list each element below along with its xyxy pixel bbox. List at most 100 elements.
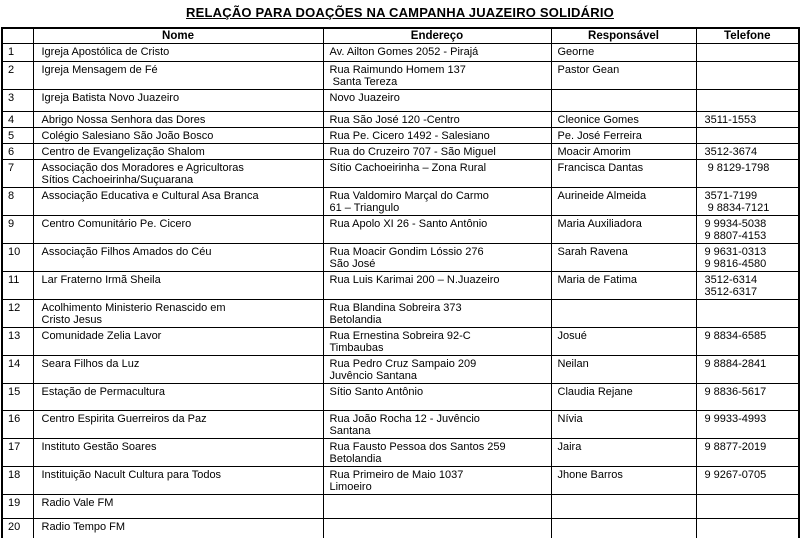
cell-nome: Estação de Permacultura (32, 383, 324, 411)
cell-responsavel: Georne (550, 43, 697, 62)
cell-responsavel: Aurineide Almeida (550, 187, 697, 216)
cell-telefone: 9 8836-5617 (695, 383, 800, 411)
table-row: 4 Abrigo Nossa Senhora das Dores Rua São J… (1, 111, 800, 128)
cell-telefone (695, 299, 800, 328)
cell-nome: Igreja Batista Novo Juazeiro (32, 89, 324, 112)
table-row: 18 Instituição Nacult Cultura para Todos R… (1, 466, 800, 495)
cell-endereco: Rua Moacir Gondim Lóssio 276 São José (322, 243, 552, 272)
cell-endereco: Rua Luis Karimai 200 – N.Juazeiro (322, 271, 552, 300)
table-row: 20 Radio Tempo FM (1, 518, 800, 538)
cell-num: 17 (1, 438, 34, 467)
cell-num: 15 (1, 383, 34, 411)
table-body: 1 Igreja Apostólica de Cristo Av. Ailton G… (1, 43, 800, 538)
cell-telefone: 9 8129-1798 (695, 159, 800, 188)
cell-num: 1 (1, 43, 34, 62)
table-row: 17 Instituto Gestão Soares Rua Fausto Pess… (1, 438, 800, 467)
cell-telefone: 9 8834-6585 (695, 327, 800, 356)
header-responsavel: Responsável (550, 27, 697, 44)
cell-telefone: 3512-6314 3512-6317 (695, 271, 800, 300)
cell-telefone: 9 9631-0313 9 9816-4580 (695, 243, 800, 272)
cell-num: 19 (1, 494, 34, 519)
cell-endereco: Rua Primeiro de Maio 1037 Limoeiro (322, 466, 552, 495)
table-row: 3 Igreja Batista Novo Juazeiro Novo Juazei… (1, 89, 800, 112)
header-num (1, 27, 34, 44)
header-endereco: Endereço (322, 27, 552, 44)
cell-endereco: Sítio Cachoeirinha – Zona Rural (322, 159, 552, 188)
cell-endereco: Rua Fausto Pessoa dos Santos 259 Betolan… (322, 438, 552, 467)
table-row: 13 Comunidade Zelia Lavor Rua Ernestina So… (1, 327, 800, 356)
cell-num: 2 (1, 61, 34, 90)
cell-nome: Associação dos Moradores e Agricultoras … (32, 159, 324, 188)
table-row: 15 Estação de Permacultura Sítio Santo Ant… (1, 383, 800, 411)
cell-nome: Colégio Salesiano São João Bosco (32, 127, 324, 144)
table-row: 7 Associação dos Moradores e Agricultoras… (1, 159, 800, 188)
cell-nome: Seara Filhos da Luz (32, 355, 324, 384)
cell-num: 18 (1, 466, 34, 495)
cell-nome: Associação Educativa e Cultural Asa Bran… (32, 187, 324, 216)
cell-num: 20 (1, 518, 34, 538)
cell-responsavel: Claudia Rejane (550, 383, 697, 411)
cell-responsavel: Neilan (550, 355, 697, 384)
cell-endereco: Rua Apolo XI 26 - Santo Antônio (322, 215, 552, 244)
table-row: 6 Centro de Evangelização Shalom Rua do Cr… (1, 143, 800, 160)
header-nome: Nome (32, 27, 324, 44)
cell-num: 7 (1, 159, 34, 188)
cell-endereco: Rua Ernestina Sobreira 92-C Timbaubas (322, 327, 552, 356)
cell-num: 6 (1, 143, 34, 160)
cell-endereco: Rua Blandina Sobreira 373 Betolandia (322, 299, 552, 328)
cell-responsavel (550, 494, 697, 519)
cell-responsavel (550, 299, 697, 328)
cell-endereco: Novo Juazeiro (322, 89, 552, 112)
cell-nome: Radio Vale FM (32, 494, 324, 519)
cell-responsavel (550, 518, 697, 538)
cell-responsavel: Francisca Dantas (550, 159, 697, 188)
table-row: 5 Colégio Salesiano São João Bosco Rua Pe.… (1, 127, 800, 144)
cell-telefone: 9 8877-2019 (695, 438, 800, 467)
table-row: 1 Igreja Apostólica de Cristo Av. Ailton G… (1, 43, 800, 62)
cell-telefone: 9 8884-2841 (695, 355, 800, 384)
cell-telefone (695, 89, 800, 112)
cell-num: 14 (1, 355, 34, 384)
header-telefone: Telefone (695, 27, 800, 44)
table-row: 12 Acolhimento Ministerio Renascido em Cr… (1, 299, 800, 328)
cell-telefone (695, 518, 800, 538)
cell-responsavel: Cleonice Gomes (550, 111, 697, 128)
cell-responsavel: Pe. José Ferreira (550, 127, 697, 144)
cell-nome: Lar Fraterno Irmã Sheila (32, 271, 324, 300)
cell-responsavel: Jaira (550, 438, 697, 467)
cell-endereco: Rua São José 120 -Centro (322, 111, 552, 128)
cell-responsavel: Maria Auxiliadora (550, 215, 697, 244)
cell-telefone: 3571-7199 9 8834-7121 (695, 187, 800, 216)
cell-responsavel: Pastor Gean (550, 61, 697, 90)
cell-telefone (695, 61, 800, 90)
donations-table: Nome Endereço Responsável Telefone 1 Igre… (1, 27, 800, 538)
cell-endereco (322, 494, 552, 519)
cell-nome: Acolhimento Ministerio Renascido em Cris… (32, 299, 324, 328)
cell-nome: Igreja Apostólica de Cristo (32, 43, 324, 62)
cell-num: 13 (1, 327, 34, 356)
cell-telefone: 9 9933-4993 (695, 410, 800, 439)
cell-telefone: 3511-1553 (695, 111, 800, 128)
cell-responsavel: Moacir Amorim (550, 143, 697, 160)
cell-telefone: 9 9267-0705 (695, 466, 800, 495)
cell-nome: Instituto Gestão Soares (32, 438, 324, 467)
cell-nome: Centro Espirita Guerreiros da Paz (32, 410, 324, 439)
cell-telefone: 9 9934-5038 9 8807-4153 (695, 215, 800, 244)
table-row: 14 Seara Filhos da Luz Rua Pedro Cruz Samp… (1, 355, 800, 384)
cell-endereco: Av. Ailton Gomes 2052 - Pirajá (322, 43, 552, 62)
cell-num: 3 (1, 89, 34, 112)
cell-num: 12 (1, 299, 34, 328)
cell-nome: Centro de Evangelização Shalom (32, 143, 324, 160)
cell-num: 9 (1, 215, 34, 244)
cell-endereco: Rua do Cruzeiro 707 - São Miguel (322, 143, 552, 160)
cell-nome: Radio Tempo FM (32, 518, 324, 538)
table-row: 10 Associação Filhos Amados do Céu Rua Moa… (1, 243, 800, 272)
cell-num: 5 (1, 127, 34, 144)
cell-num: 4 (1, 111, 34, 128)
page-title: RELAÇÃO PARA DOAÇÕES NA CAMPANHA JUAZEIR… (186, 5, 614, 20)
cell-telefone (695, 127, 800, 144)
cell-nome: Centro Comunitário Pe. Cicero (32, 215, 324, 244)
cell-telefone (695, 43, 800, 62)
cell-endereco: Rua Pe. Cicero 1492 - Salesiano (322, 127, 552, 144)
